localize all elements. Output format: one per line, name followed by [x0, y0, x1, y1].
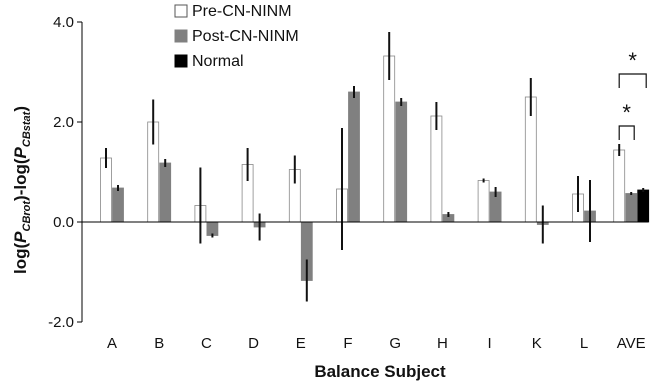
- bar-H-pre-cn-ninm: [430, 115, 443, 223]
- bar-C-post-cn-ninm: [206, 221, 219, 236]
- y-tick-label: -2.0: [48, 314, 74, 331]
- x-tick-label: D: [248, 335, 259, 352]
- y-axis-title-prefix: log(: [11, 243, 30, 274]
- bar-F-post-cn-ninm: [348, 91, 360, 223]
- y-axis-title: log(PCBrot)-log(PCBstat): [11, 106, 33, 274]
- bar-G-post-cn-ninm: [395, 101, 408, 223]
- bar-G-pre-cn-ninm: [383, 55, 396, 223]
- y-tick-label: 0.0: [53, 214, 74, 231]
- y-axis-title-sub2: CBstat: [21, 110, 33, 147]
- legend-swatch-pre-cn-ninm: [174, 4, 188, 18]
- x-tick-label: I: [488, 335, 492, 352]
- bar-AVE-post-cn-ninm: [625, 193, 638, 223]
- x-tick-label: A: [107, 335, 117, 352]
- error-bars-layer: [105, 32, 645, 302]
- x-tick-label: C: [201, 335, 212, 352]
- y-axis-title-suffix: ): [11, 106, 30, 112]
- x-tick-label: E: [296, 335, 306, 352]
- y-tick-labels: -2.0 0.0 2.0 4.0: [48, 14, 82, 331]
- significance-star: *: [628, 48, 637, 73]
- x-tick-label: H: [437, 335, 448, 352]
- significance-bracket: [618, 73, 647, 88]
- significance-annotations: **: [618, 48, 647, 140]
- bar-B-post-cn-ninm: [159, 162, 172, 223]
- legend-label-pre-cn-ninm: Pre-CN-NINM: [192, 3, 292, 20]
- y-axis-title-p2: P: [11, 146, 30, 158]
- x-tick-label: B: [154, 335, 164, 352]
- x-tick-label: L: [580, 335, 588, 352]
- bar-I-pre-cn-ninm: [477, 180, 490, 223]
- x-tick-label: G: [389, 335, 401, 352]
- y-axis-title-p1: P: [11, 231, 30, 243]
- x-tick-labels: A B C D E F G H I K L AVE: [107, 335, 646, 352]
- significance-bracket: [618, 125, 635, 140]
- bars-layer: [100, 55, 650, 281]
- y-axis-title-mid: )-log(: [11, 158, 30, 201]
- bar-AVE-pre-cn-ninm: [613, 149, 626, 223]
- legend: Pre-CN-NINM Post-CN-NINM Normal: [174, 3, 299, 70]
- axes-layer: [81, 22, 648, 322]
- legend-swatch-normal: [174, 54, 188, 68]
- y-tick-label: 4.0: [53, 14, 74, 31]
- y-axis-title-sub1: CBrot: [21, 200, 33, 232]
- legend-label-normal: Normal: [192, 53, 244, 70]
- bar-AVE-normal: [637, 189, 650, 223]
- x-axis-title: Balance Subject: [314, 362, 446, 381]
- legend-swatch-post-cn-ninm: [174, 29, 188, 43]
- x-tick-label: AVE: [617, 335, 646, 352]
- x-tick-label: K: [532, 335, 542, 352]
- bar-A-post-cn-ninm: [112, 187, 124, 223]
- x-tick-label: F: [343, 335, 352, 352]
- y-tick-label: 2.0: [53, 114, 74, 131]
- significance-star: *: [622, 100, 631, 125]
- legend-label-post-cn-ninm: Post-CN-NINM: [192, 28, 299, 45]
